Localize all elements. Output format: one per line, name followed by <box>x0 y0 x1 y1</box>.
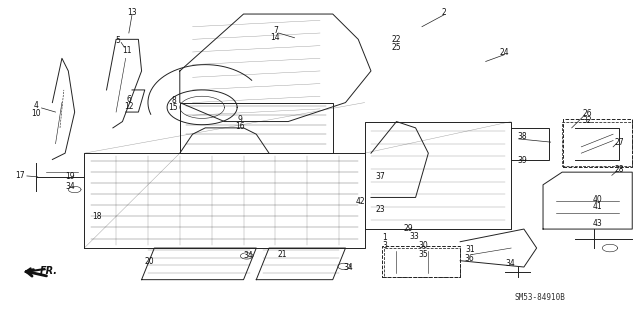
Text: 24: 24 <box>500 48 509 57</box>
Text: 22: 22 <box>392 35 401 44</box>
Text: 23: 23 <box>375 205 385 214</box>
Text: 26: 26 <box>583 109 593 118</box>
Text: 42: 42 <box>356 197 365 206</box>
Text: 28: 28 <box>615 165 624 174</box>
Text: 1: 1 <box>383 234 387 242</box>
Text: 10: 10 <box>31 109 41 118</box>
Text: 14: 14 <box>271 33 280 42</box>
Text: 17: 17 <box>16 171 26 181</box>
Text: 31: 31 <box>465 245 474 254</box>
Text: 32: 32 <box>583 116 593 125</box>
Text: 12: 12 <box>124 102 134 111</box>
Text: 39: 39 <box>518 156 527 165</box>
Text: 34: 34 <box>505 259 515 268</box>
Text: 25: 25 <box>392 43 401 52</box>
Text: 27: 27 <box>614 137 624 147</box>
Text: 21: 21 <box>277 250 287 259</box>
Text: 8: 8 <box>171 96 176 105</box>
Text: 34: 34 <box>244 251 253 260</box>
Text: 34: 34 <box>65 182 75 191</box>
Text: 3: 3 <box>383 241 387 250</box>
Text: 40: 40 <box>592 195 602 204</box>
Text: 5: 5 <box>116 36 120 45</box>
Text: 7: 7 <box>273 26 278 35</box>
Text: 19: 19 <box>65 172 75 182</box>
Text: 6: 6 <box>126 95 131 104</box>
Text: 34: 34 <box>344 263 353 271</box>
Text: 9: 9 <box>238 115 243 123</box>
Text: 11: 11 <box>122 46 132 55</box>
Text: 16: 16 <box>236 122 245 131</box>
Text: 36: 36 <box>465 254 475 263</box>
Text: 33: 33 <box>410 232 419 241</box>
Text: 2: 2 <box>442 8 447 17</box>
Text: 43: 43 <box>592 219 602 228</box>
Text: 41: 41 <box>593 203 602 211</box>
Text: 20: 20 <box>145 257 154 266</box>
Text: 30: 30 <box>419 241 428 250</box>
Text: 15: 15 <box>168 103 179 112</box>
Text: 13: 13 <box>127 8 137 17</box>
Text: 18: 18 <box>92 212 102 221</box>
Text: 35: 35 <box>419 250 428 259</box>
Text: 37: 37 <box>375 172 385 182</box>
Text: SM53-84910B: SM53-84910B <box>515 293 565 301</box>
Text: 29: 29 <box>403 224 413 233</box>
Text: FR.: FR. <box>40 266 58 276</box>
Text: 4: 4 <box>34 101 39 110</box>
Text: 38: 38 <box>518 132 527 141</box>
